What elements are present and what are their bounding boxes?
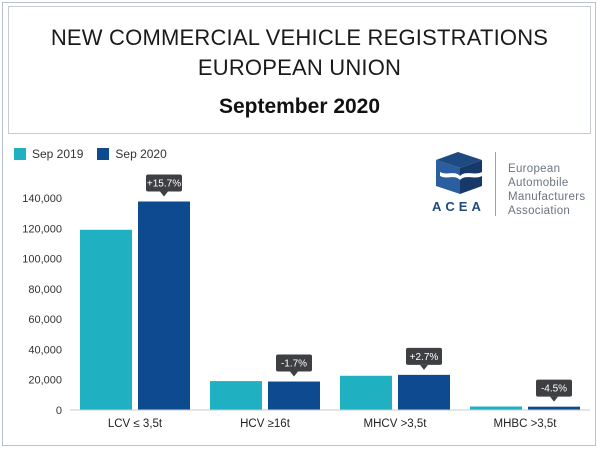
change-label: +15.7% (147, 178, 181, 189)
change-label: -1.7% (281, 359, 307, 370)
acea-name-line-3: Manufacturers (508, 191, 586, 203)
change-callout: -4.5% (536, 379, 572, 402)
logo-divider (495, 152, 496, 216)
x-tick-label: LCV ≤ 3,5t (108, 418, 163, 430)
x-tick-label: MHBC >3,5t (494, 418, 558, 430)
acea-name-line-1: European (508, 163, 561, 175)
acea-cube-icon (436, 152, 482, 194)
bar-sep-2020 (268, 381, 320, 410)
y-tick-label: 20,000 (28, 375, 62, 387)
y-tick-label: 100,000 (22, 254, 62, 266)
acea-name-line-4: Association (508, 205, 571, 217)
bar-sep-2019 (470, 406, 522, 410)
chart-title-line-2: EUROPEAN UNION (197, 55, 402, 80)
bar-sep-2020 (398, 374, 450, 410)
change-callout: +2.7% (406, 347, 442, 370)
acea-acronym: ACEA (432, 199, 485, 214)
legend-label-sep-2020: Sep 2020 (115, 147, 167, 161)
y-tick-label: 40,000 (28, 344, 62, 356)
figure-frame (2, 2, 596, 446)
change-annotations: +15.7% -1.7% +2.7% -4.5% (146, 174, 572, 402)
chart-subtitle: September 2020 (218, 95, 381, 118)
acea-full-name: European Automobile Manufacturers Associ… (508, 162, 585, 218)
acea-logo: ACEA European Automobile Manufacturers A… (432, 150, 592, 220)
y-axis: 0 20,000 40,000 60,000 80,000 100,000 120,000 1… (22, 193, 62, 417)
y-tick-label: 120,000 (22, 223, 62, 235)
bar-sep-2020 (138, 201, 190, 410)
legend-swatch-sep-2019 (14, 148, 26, 160)
legend-swatch-sep-2020 (97, 148, 110, 160)
bar-sep-2019 (210, 381, 262, 410)
y-tick-label: 140,000 (22, 193, 62, 205)
bar-sep-2019 (340, 375, 392, 410)
change-label: -4.5% (541, 384, 567, 395)
y-tick-label: 0 (56, 405, 62, 417)
bar-sep-2019 (80, 229, 132, 410)
legend: Sep 2019 Sep 2020 (14, 147, 181, 161)
change-callout: +15.7% (146, 174, 182, 197)
x-tick-label: MHCV >3,5t (364, 418, 428, 430)
legend-item-sep-2019: Sep 2019 (14, 147, 83, 161)
x-tick-label: HCV ≥16t (240, 418, 291, 430)
x-axis: LCV ≤ 3,5t HCV ≥16t MHCV >3,5t MHBC >3,5t (70, 409, 590, 430)
y-tick-label: 60,000 (28, 314, 62, 326)
change-callout: -1.7% (276, 354, 312, 377)
change-label: +2.7% (410, 352, 439, 363)
legend-item-sep-2020: Sep 2020 (97, 147, 167, 161)
acea-name-line-2: Automobile (508, 177, 569, 189)
legend-label-sep-2019: Sep 2019 (32, 147, 84, 161)
y-tick-label: 80,000 (28, 284, 62, 296)
bars (80, 201, 580, 410)
bar-sep-2020 (528, 406, 580, 410)
title-box: NEW COMMERCIAL VEHICLE REGISTRATIONS EUR… (8, 6, 591, 134)
chart-title-line-1: NEW COMMERCIAL VEHICLE REGISTRATIONS (50, 25, 549, 50)
